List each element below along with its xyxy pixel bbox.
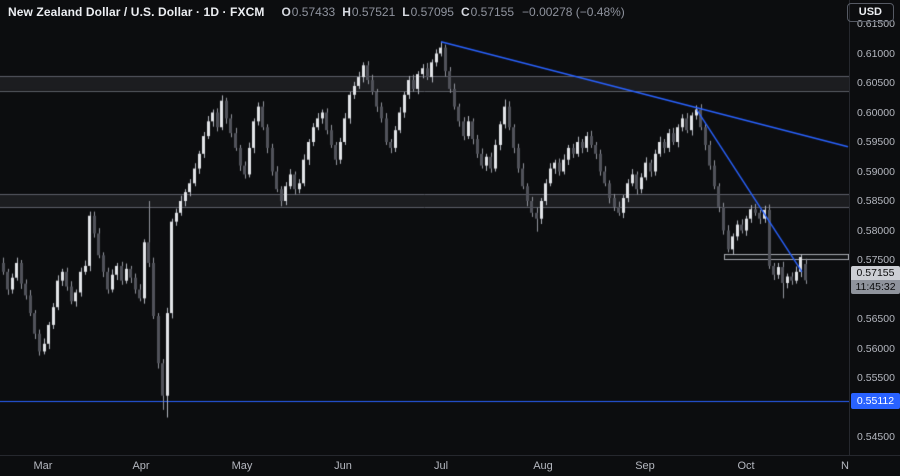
time-axis-label: Jun — [334, 460, 352, 472]
price-axis-label: 0.59000 — [857, 165, 895, 178]
price-axis-label: 0.55500 — [857, 372, 895, 384]
price-axis-label: 0.60000 — [857, 106, 895, 119]
low-label: L — [402, 5, 410, 19]
price-axis-label: 0.56500 — [857, 313, 895, 325]
price-axis-label: 0.58500 — [857, 195, 895, 207]
time-axis-label: Oct — [737, 460, 755, 472]
current-price-badge: 0.57155 11:45:32 — [851, 266, 900, 295]
time-axis-label: N — [841, 460, 849, 472]
time-axis-label: Jul — [433, 460, 449, 472]
close-value: 0.57155 — [470, 5, 515, 19]
bar-countdown: 11:45:32 — [851, 280, 900, 295]
price-axis-label: 0.61000 — [857, 47, 895, 60]
close-label: C — [460, 5, 470, 19]
time-axis-label: Sep — [635, 460, 655, 472]
price-axis-label: 0.54500 — [857, 431, 895, 443]
price-axis-label: 0.60500 — [857, 77, 895, 89]
current-price-value: 0.57155 — [851, 266, 900, 281]
currency-button[interactable]: USD — [846, 3, 894, 22]
candlestick-chart-canvas[interactable] — [0, 0, 849, 455]
time-axis-label: Aug — [533, 460, 553, 472]
open-label: O — [281, 5, 291, 19]
price-axis-label: 0.56000 — [857, 342, 895, 355]
open-value: 0.57433 — [291, 5, 336, 19]
time-axis-label: Mar — [33, 460, 53, 472]
price-axis[interactable]: 0.57155 11:45:32 0.55112 0.61500 0.61000 0… — [849, 0, 900, 455]
symbol-title[interactable]: New Zealand Dollar / U.S. Dollar · 1D · … — [8, 5, 265, 19]
line-price-badge: 0.55112 — [851, 392, 900, 409]
symbol-legend: New Zealand Dollar / U.S. Dollar · 1D · … — [8, 5, 625, 19]
time-axis-label: Apr — [132, 460, 150, 472]
high-value: 0.57521 — [351, 5, 396, 19]
price-axis-label: 0.58000 — [857, 224, 895, 237]
low-value: 0.57095 — [410, 5, 454, 19]
high-label: H — [342, 5, 351, 19]
time-axis-label: May — [231, 460, 253, 472]
change-value: −0.00278 (−0.48%) — [522, 5, 625, 19]
time-axis[interactable]: Mar Apr May Jun Jul Aug Sep Oct N — [0, 455, 900, 476]
price-axis-label: 0.59500 — [857, 136, 895, 148]
price-axis-label: 0.57500 — [857, 254, 895, 266]
